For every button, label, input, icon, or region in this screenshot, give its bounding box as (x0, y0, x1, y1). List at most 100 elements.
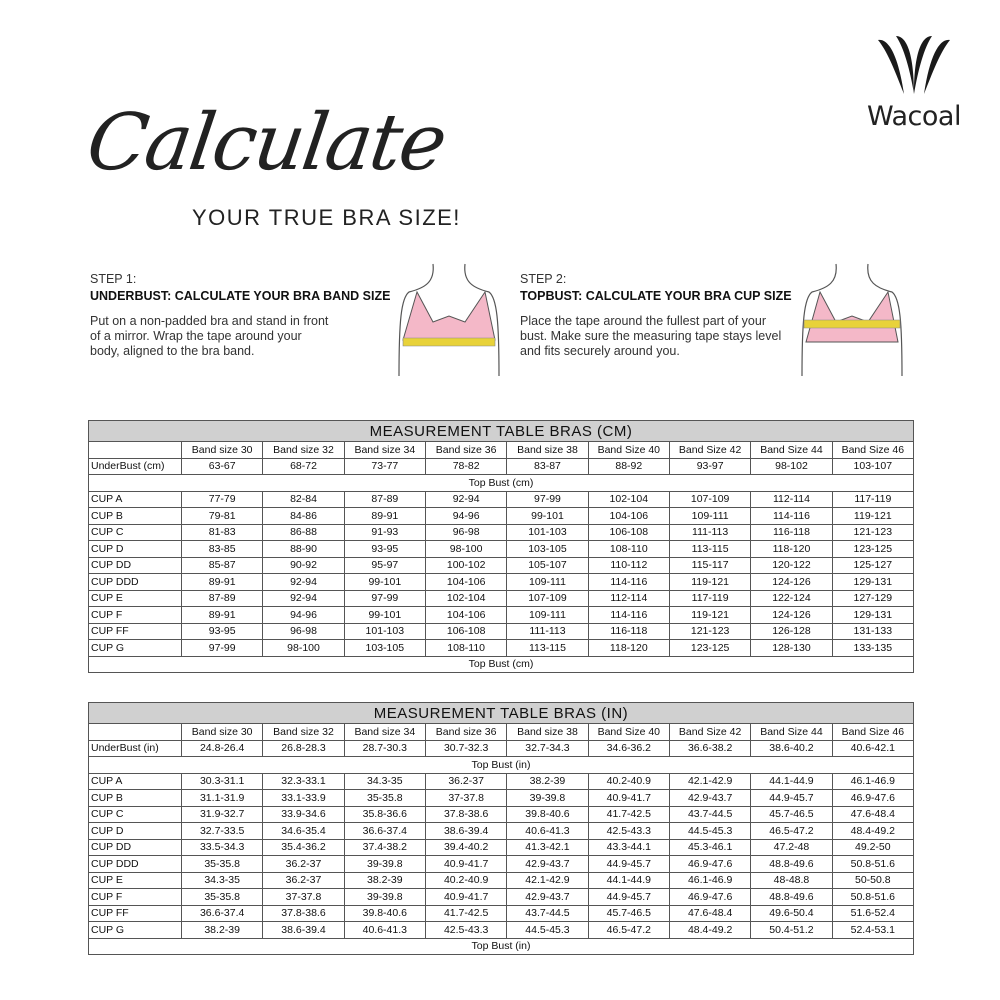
band-header: Band size 32 (262, 441, 345, 459)
band-header: Band Size 40 (587, 441, 670, 459)
cell: 98-100 (424, 540, 508, 558)
cell: 97-99 (506, 490, 589, 508)
cell: 102-104 (424, 589, 508, 607)
band-header: Band Size 46 (831, 723, 915, 741)
cell: 97-99 (343, 589, 426, 607)
cell: 30.3-31.1 (180, 772, 264, 790)
cell: 114-116 (750, 507, 833, 525)
cell: 104-106 (424, 573, 508, 591)
cell: 45.7-46.5 (750, 805, 833, 823)
row-label: CUP A (88, 490, 182, 508)
band-header: Band size 32 (262, 723, 345, 741)
row-label: CUP FF (88, 622, 182, 640)
cell: 31.9-32.7 (180, 805, 264, 823)
cell: 39.4-40.2 (424, 838, 508, 856)
title-script: Calculate (81, 98, 451, 188)
cell: 52.4-53.1 (831, 921, 915, 939)
band-header: Band size 30 (180, 441, 264, 459)
cell: 34.3-35 (343, 772, 426, 790)
band-header: Band size 36 (424, 441, 508, 459)
step-heading: TOPBUST: CALCULATE YOUR BRA CUP SIZE (520, 289, 792, 303)
cell: 48.4-49.2 (668, 921, 752, 939)
cell: 88-92 (587, 457, 670, 475)
cell: 121-123 (831, 523, 915, 541)
cell: 38.2-39 (180, 921, 264, 939)
cell: 47.2-48 (750, 838, 833, 856)
table-row: CUP D 83-85 88-90 93-95 98-100 103-105 108-110… (88, 540, 915, 558)
topbust-label: Top Bust (in) (88, 937, 914, 955)
table-row: CUP C 31.9-32.7 33.9-34.6 35.8-36.6 37.8-38.… (88, 805, 915, 823)
cell: 46.1-46.9 (831, 772, 915, 790)
cell: 77-79 (180, 490, 264, 508)
table-row: CUP E 34.3-35 36.2-37 38.2-39 40.2-40.9 42.1-… (88, 871, 915, 889)
row-label: CUP A (88, 772, 182, 790)
cell: 119-121 (831, 507, 915, 525)
row-label: CUP E (88, 589, 182, 607)
cell: 48.4-49.2 (831, 822, 915, 840)
step-body: Place the tape around the fullest part o… (520, 314, 782, 358)
table-row: CUP A 77-79 82-84 87-89 92-94 97-99 102-104 107… (88, 490, 915, 508)
band-header: Band Size 42 (668, 723, 752, 741)
cell: 33.1-33.9 (262, 789, 345, 807)
cell: 35.8-36.6 (343, 805, 426, 823)
band-header: Band Size 44 (750, 723, 833, 741)
cell: 37.4-38.2 (343, 838, 426, 856)
cell: 44.9-45.7 (587, 888, 670, 906)
cell: 44.1-44.9 (587, 871, 670, 889)
cell: 114-116 (587, 573, 670, 591)
cell: 103-105 (343, 639, 426, 657)
cell: 73-77 (343, 457, 426, 475)
cell: 50.4-51.2 (750, 921, 833, 939)
cell: 36.2-37 (262, 855, 345, 873)
cell: 39.8-40.6 (343, 904, 426, 922)
cell: 98-100 (262, 639, 345, 657)
cell: 118-120 (587, 639, 670, 657)
cell: 44.5-45.3 (668, 822, 752, 840)
brand-logo: Wacoal (858, 34, 970, 132)
cell: 48.8-49.6 (750, 888, 833, 906)
cell: 47.6-48.4 (668, 904, 752, 922)
cell: 92-94 (262, 573, 345, 591)
cell: 33.9-34.6 (262, 805, 345, 823)
cell: 126-128 (750, 622, 833, 640)
cell: 79-81 (180, 507, 264, 525)
cell: 43.7-44.5 (668, 805, 752, 823)
cell: 46.9-47.6 (668, 855, 752, 873)
band-header: Band Size 42 (668, 441, 752, 459)
cell: 119-121 (668, 573, 752, 591)
cell: 51.6-52.4 (831, 904, 915, 922)
cell: 42.9-43.7 (506, 888, 589, 906)
cell: 48.8-49.6 (750, 855, 833, 873)
table-title: MEASUREMENT TABLE BRAS (CM) (88, 420, 914, 442)
cell: 50.8-51.6 (831, 855, 915, 873)
table-row: CUP D 32.7-33.5 34.6-35.4 36.6-37.4 38.6-39.… (88, 822, 915, 840)
cell: 106-108 (587, 523, 670, 541)
cell: 95-97 (343, 556, 426, 574)
row-label: CUP B (88, 789, 182, 807)
cell: 129-131 (831, 573, 915, 591)
cell: 46.5-47.2 (587, 921, 670, 939)
cell: 44.9-45.7 (587, 855, 670, 873)
cell: 94-96 (424, 507, 508, 525)
empty-cell (88, 723, 182, 741)
cell: 30.7-32.3 (424, 739, 508, 757)
cell: 90-92 (262, 556, 345, 574)
cell: 48-48.8 (750, 871, 833, 889)
row-label: UnderBust (in) (88, 739, 182, 757)
cell: 35.4-36.2 (262, 838, 345, 856)
row-label: CUP G (88, 639, 182, 657)
cell: 133-135 (831, 639, 915, 657)
cell: 34.6-35.4 (262, 822, 345, 840)
cell: 68-72 (262, 457, 345, 475)
topbust-label: Top Bust (cm) (88, 474, 914, 492)
table-row: CUP DDD 89-91 92-94 99-101 104-106 109-111 114… (88, 573, 915, 591)
step-heading: UNDERBUST: CALCULATE YOUR BRA BAND SIZE (90, 289, 391, 303)
cell: 34.6-36.2 (587, 739, 670, 757)
cell: 49.2-50 (831, 838, 915, 856)
cell: 108-110 (587, 540, 670, 558)
row-label: CUP D (88, 822, 182, 840)
cell: 124-126 (750, 606, 833, 624)
cell: 99-101 (343, 606, 426, 624)
cell: 35-35.8 (180, 855, 264, 873)
cell: 42.5-43.3 (587, 822, 670, 840)
